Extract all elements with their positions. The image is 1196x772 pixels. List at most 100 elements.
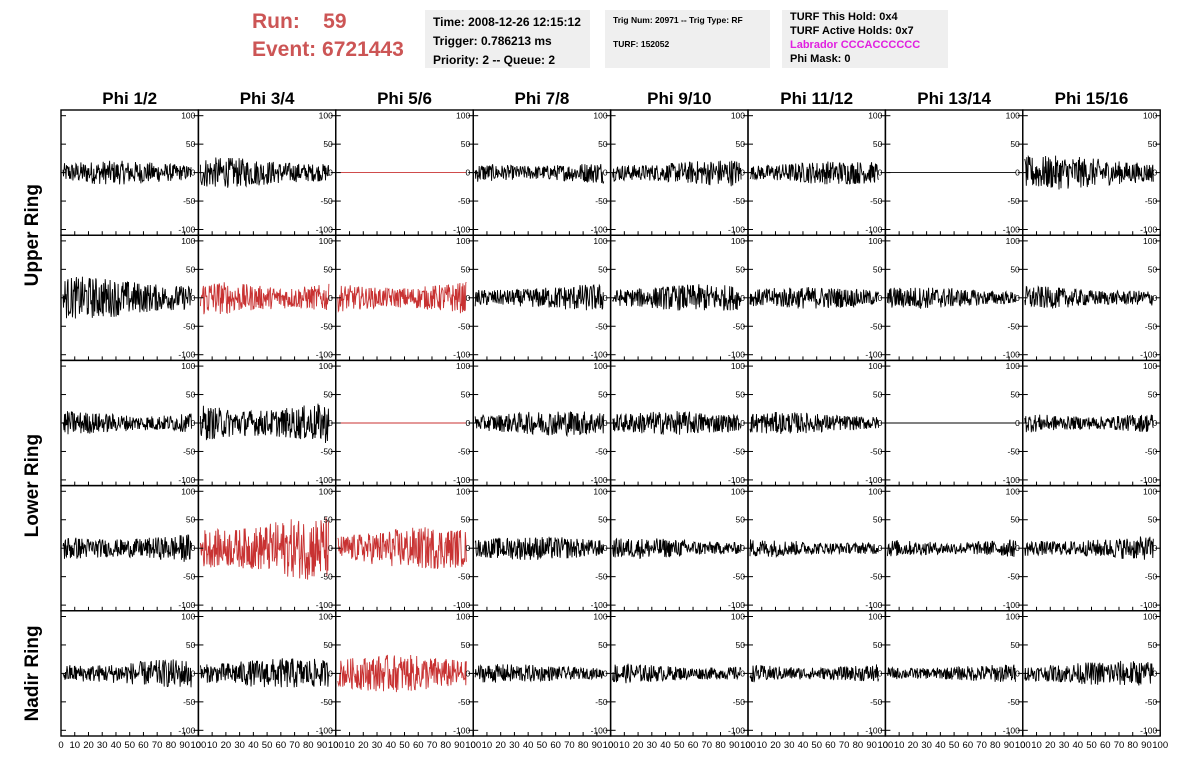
run-event-box: Run: 59 Event: 6721443 — [252, 8, 422, 68]
y-tick-label: 100 — [319, 236, 333, 246]
x-tick-label: 60 — [688, 740, 699, 751]
y-tick-label: -50 — [733, 446, 746, 456]
x-tick-label: 80 — [853, 740, 864, 751]
y-tick-label: 50 — [323, 390, 333, 400]
waveform-line — [749, 411, 879, 434]
y-tick-label: -100 — [591, 350, 608, 360]
y-tick-label: -100 — [728, 475, 745, 485]
x-tick-label: 50 — [1086, 740, 1097, 751]
y-tick-label: 50 — [873, 264, 883, 274]
y-tick-label: 100 — [1006, 611, 1020, 621]
y-tick-label: -100 — [591, 725, 608, 735]
y-tick-label: -50 — [1008, 446, 1021, 456]
plot-frame — [884, 610, 1024, 737]
y-tick-label: 100 — [181, 111, 195, 121]
y-tick-label: -100 — [316, 225, 333, 235]
y-tick-label: 100 — [181, 361, 195, 371]
x-tick-label: 30 — [372, 740, 383, 751]
y-tick-label: 50 — [323, 640, 333, 650]
waveform-line — [474, 664, 605, 683]
waveform-line — [62, 160, 192, 185]
trig-num-text: Trig Num: 20971 -- Trig Type: RF — [613, 15, 743, 25]
time-info-box: Time: 2008-12-26 12:15:12 Trigger: 0.786… — [425, 10, 590, 68]
turf-this-hold: TURF This Hold: 0x4 — [790, 11, 898, 23]
y-tick-label: 100 — [593, 611, 607, 621]
y-tick-label: 100 — [731, 486, 745, 496]
y-tick-label: -100 — [453, 600, 470, 610]
y-tick-label: 0 — [740, 543, 745, 553]
waveform-line — [474, 164, 605, 184]
y-tick-label: 0 — [328, 168, 333, 178]
turf-text: TURF: 152052 — [613, 39, 670, 49]
run-line: Run: 59 — [252, 8, 422, 36]
y-tick-label: 0 — [603, 293, 608, 303]
x-tick-label: 20 — [495, 740, 506, 751]
y-tick-label: 100 — [731, 111, 745, 121]
y-tick-label: 0 — [878, 293, 883, 303]
y-tick-label: -50 — [595, 196, 608, 206]
y-tick-label: -50 — [870, 697, 883, 707]
x-tick-label: 70 — [152, 740, 163, 751]
waveform-line — [1024, 414, 1154, 433]
x-tick-label: 80 — [715, 740, 726, 751]
event-value: 6721443 — [322, 38, 404, 61]
y-tick-label: -50 — [183, 446, 196, 456]
y-tick-label: 50 — [1148, 139, 1158, 149]
x-tick-label: 50 — [124, 740, 135, 751]
y-tick-label: 0 — [328, 668, 333, 678]
y-tick-label: 100 — [868, 361, 882, 371]
x-tick-label: 70 — [1114, 740, 1125, 751]
y-tick-label: 100 — [456, 236, 470, 246]
x-tick-label: 90 — [179, 740, 190, 751]
y-tick-label: -100 — [728, 225, 745, 235]
y-tick-label: 100 — [181, 611, 195, 621]
x-tick-label: 40 — [660, 740, 671, 751]
y-tick-label: 100 — [731, 236, 745, 246]
x-tick-label: 30 — [784, 740, 795, 751]
y-tick-label: -50 — [595, 446, 608, 456]
x-tick-label: 20 — [1045, 740, 1056, 751]
x-tick-label: 80 — [440, 740, 451, 751]
y-tick-label: 50 — [186, 390, 196, 400]
waveform-line — [199, 157, 330, 188]
y-tick-label: 0 — [1015, 293, 1020, 303]
y-tick-label: 100 — [181, 486, 195, 496]
y-tick-label: -100 — [865, 350, 882, 360]
y-tick-label: 100 — [456, 111, 470, 121]
x-tick-label: 20 — [908, 740, 919, 751]
y-tick-label: 50 — [323, 515, 333, 525]
x-tick-label: 40 — [798, 740, 809, 751]
x-tick-label: 80 — [578, 740, 589, 751]
y-tick-label: 0 — [465, 418, 470, 428]
y-tick-label: 0 — [740, 668, 745, 678]
y-tick-label: 0 — [1152, 418, 1157, 428]
y-tick-label: 50 — [186, 515, 196, 525]
y-tick-label: -100 — [865, 475, 882, 485]
y-tick-label: -50 — [1008, 196, 1021, 206]
x-tick-label: 100 — [190, 740, 206, 751]
labrador-text: Labrador CCCACCCCCC — [790, 39, 921, 51]
y-tick-label: 50 — [1010, 640, 1020, 650]
y-tick-label: -50 — [870, 446, 883, 456]
run-label: Run: — [252, 10, 300, 33]
y-tick-label: 0 — [1015, 418, 1020, 428]
waveform-line — [886, 539, 1017, 557]
y-tick-label: -100 — [178, 350, 195, 360]
event-line: Event: 6721443 — [252, 36, 422, 64]
waveform-line — [1024, 285, 1154, 309]
y-tick-label: 0 — [1152, 668, 1157, 678]
y-tick-label: -100 — [178, 725, 195, 735]
y-tick-label: 0 — [603, 543, 608, 553]
y-tick-label: -50 — [1008, 321, 1021, 331]
x-tick-label: 100 — [603, 740, 619, 751]
y-tick-label: -100 — [453, 475, 470, 485]
y-tick-label: 50 — [1010, 515, 1020, 525]
x-tick-label: 90 — [454, 740, 465, 751]
x-tick-label: 90 — [729, 740, 740, 751]
x-tick-label: 100 — [328, 740, 344, 751]
y-tick-label: 50 — [1148, 515, 1158, 525]
y-tick-label: -50 — [733, 321, 746, 331]
waveform-line — [1024, 154, 1154, 190]
y-tick-label: 0 — [603, 668, 608, 678]
x-tick-label: 10 — [756, 740, 767, 751]
